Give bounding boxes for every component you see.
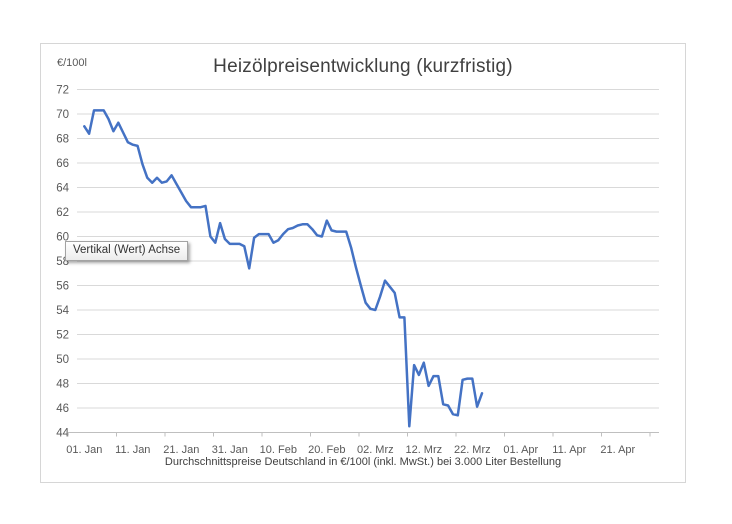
x-tick-label[interactable]: 31. Jan bbox=[212, 444, 248, 456]
x-tick-label[interactable]: 01. Jan bbox=[66, 444, 102, 456]
y-tick-label[interactable]: 68 bbox=[56, 134, 69, 146]
chart-title[interactable]: Heizölpreisentwicklung (kurzfristig) bbox=[213, 56, 513, 77]
x-tick-label[interactable]: 21. Apr bbox=[600, 444, 635, 456]
y-tick-label[interactable]: 70 bbox=[56, 109, 69, 121]
price-series-line[interactable] bbox=[83, 109, 484, 428]
y-tick-label[interactable]: 64 bbox=[56, 183, 69, 195]
y-tick-label[interactable]: 62 bbox=[56, 207, 69, 219]
x-tick-label[interactable]: 01. Apr bbox=[503, 444, 538, 456]
x-tick-label[interactable]: 11. Jan bbox=[115, 444, 150, 456]
y-tick-label[interactable]: 50 bbox=[56, 354, 69, 366]
y-tick-label[interactable]: 72 bbox=[56, 85, 69, 97]
x-axis-caption: Durchschnittspreise Deutschland in €/100… bbox=[164, 456, 562, 468]
y-tick-label[interactable]: 52 bbox=[56, 330, 69, 342]
y-tick-label[interactable]: 48 bbox=[56, 378, 69, 390]
x-tick-label[interactable]: 12. Mrz bbox=[405, 444, 442, 456]
vertical-axis-tooltip: Vertikal (Wert) Achse bbox=[65, 241, 189, 261]
x-tick-label[interactable]: 22. Mrz bbox=[454, 444, 491, 456]
y-tick-label[interactable]: 66 bbox=[56, 158, 69, 170]
y-tick-label[interactable]: 54 bbox=[56, 305, 69, 317]
x-tick-label[interactable]: 20. Feb bbox=[308, 444, 345, 456]
y-tick-label[interactable]: 60 bbox=[56, 232, 69, 244]
y-axis-unit-label: €/100l bbox=[57, 57, 87, 69]
x-tick-label[interactable]: 21. Jan bbox=[163, 444, 199, 456]
x-tick-label[interactable]: 11. Apr bbox=[552, 444, 586, 456]
y-tick-label[interactable]: 46 bbox=[56, 403, 69, 415]
x-tick-label[interactable]: 02. Mrz bbox=[357, 444, 394, 456]
y-tick-label[interactable]: 44 bbox=[56, 427, 69, 439]
chart-object[interactable]: Heizölpreisentwicklung (kurzfristig) €/1… bbox=[40, 43, 686, 483]
x-tick-label[interactable]: 10. Feb bbox=[260, 444, 297, 456]
y-tick-label[interactable]: 56 bbox=[56, 281, 69, 293]
